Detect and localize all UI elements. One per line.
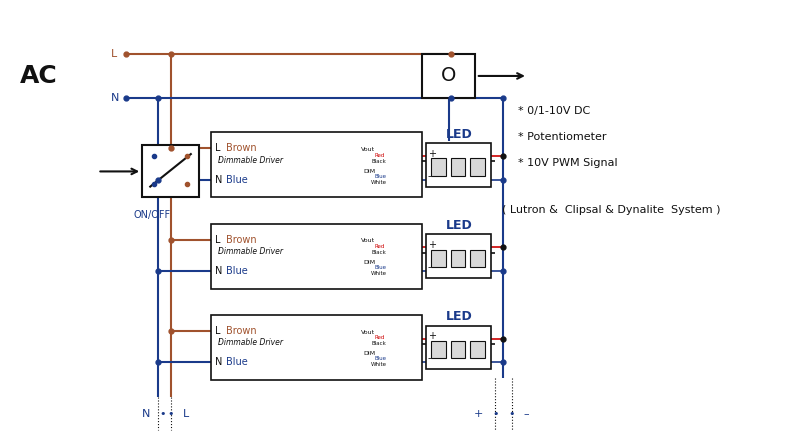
Text: Dimmable Driver: Dimmable Driver [217,156,282,165]
Bar [431,341,445,358]
Text: –: – [523,409,529,420]
Text: LED: LED [445,128,471,141]
Text: N: N [215,266,222,276]
Text: Red: Red [374,153,384,158]
Text: Brown: Brown [225,143,256,154]
Text: AC: AC [20,64,58,88]
Text: Vout: Vout [361,329,375,335]
Text: ( Lutron &  Clipsal & Dynalite  System ): ( Lutron & Clipsal & Dynalite System ) [501,205,719,216]
Text: -: - [427,171,431,181]
Bar [426,143,491,187]
Bar [450,250,465,267]
Text: +: + [427,240,436,250]
Text: Red: Red [374,335,384,340]
Text: +: + [427,149,436,159]
Text: L: L [215,234,221,245]
Text: L: L [111,49,118,59]
Bar [426,326,491,369]
Text: Brown: Brown [225,234,256,245]
Text: LED: LED [445,310,471,323]
Text: * Potentiometer: * Potentiometer [517,132,606,142]
Text: Brown: Brown [225,326,256,336]
Text: * 10V PWM Signal: * 10V PWM Signal [517,158,617,168]
Bar [422,54,474,98]
Text: Black: Black [371,159,385,164]
Text: DIM: DIM [363,351,375,356]
Text: •: • [167,409,174,420]
Text: Vout: Vout [361,147,375,152]
Text: DIM: DIM [363,260,375,265]
Text: White: White [371,180,387,185]
Text: Dimmable Driver: Dimmable Driver [217,339,282,347]
Text: +: + [427,331,436,342]
Text: L: L [215,143,221,154]
Text: N: N [142,409,150,420]
Text: DIM: DIM [363,169,375,174]
Text: L: L [182,409,189,420]
Bar [211,315,422,380]
Text: N: N [111,92,119,103]
Text: !: ! [217,156,221,165]
Text: * 0/1-10V DC: * 0/1-10V DC [517,105,590,116]
Bar [211,224,422,289]
Bar [470,341,484,358]
Text: N: N [215,357,222,368]
Text: -: - [427,353,431,363]
Text: White: White [371,362,387,367]
Text: O: O [440,66,456,85]
Bar [426,234,491,278]
Text: White: White [371,271,387,276]
Text: •: • [159,409,165,420]
Text: -: - [427,262,431,272]
Text: LED: LED [445,219,471,232]
Text: ON/OFF: ON/OFF [134,210,171,220]
Text: Blue: Blue [225,357,247,368]
Text: Red: Red [374,244,384,249]
Bar [470,158,484,176]
Text: N: N [215,175,222,185]
Text: Blue: Blue [225,266,247,276]
Text: L: L [215,326,221,336]
Text: Dimmable Driver: Dimmable Driver [217,247,282,256]
Text: •: • [491,409,498,420]
Text: +: + [473,409,483,420]
Text: !: ! [217,247,221,256]
Bar [470,250,484,267]
Text: Blue: Blue [374,265,386,270]
Text: Blue: Blue [374,174,386,179]
Text: Blue: Blue [374,356,386,362]
Bar [450,158,465,176]
Text: •: • [508,409,514,420]
Text: Blue: Blue [225,175,247,185]
Text: !: ! [217,339,221,347]
Bar [431,250,445,267]
Bar [431,158,445,176]
Text: Vout: Vout [361,238,375,243]
Text: Black: Black [371,250,385,255]
Bar [211,132,422,197]
Bar [450,341,465,358]
Text: Black: Black [371,341,385,346]
Bar [142,145,199,197]
